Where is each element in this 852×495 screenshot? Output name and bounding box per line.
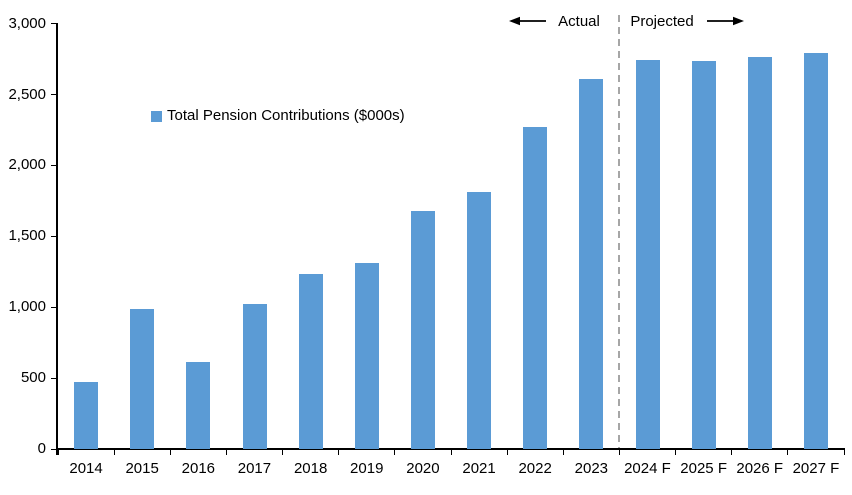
bar-2023 bbox=[579, 79, 604, 449]
y-tick-mark bbox=[51, 377, 57, 379]
x-axis-label-2021: 2021 bbox=[462, 460, 496, 477]
y-tick-mark bbox=[51, 164, 57, 166]
x-tick-mark bbox=[562, 450, 564, 455]
x-tick-mark bbox=[787, 450, 789, 455]
x-axis-label-2016: 2016 bbox=[181, 460, 216, 477]
y-tick-mark bbox=[51, 23, 57, 25]
y-axis-label: 1,500 bbox=[8, 227, 46, 245]
projected-label: Projected bbox=[630, 13, 694, 30]
legend: Total Pension Contributions ($000s) bbox=[151, 106, 405, 126]
x-tick-mark bbox=[731, 450, 733, 455]
y-axis-label: 2,500 bbox=[8, 85, 46, 103]
y-axis-label: 0 bbox=[37, 440, 46, 457]
bar-2019 bbox=[354, 263, 379, 449]
actual-label: Actual bbox=[558, 13, 600, 30]
bar-2022 bbox=[523, 127, 548, 449]
left-arrow-icon bbox=[509, 16, 546, 26]
x-axis-label-2020: 2020 bbox=[406, 460, 440, 477]
x-tick-mark bbox=[282, 450, 284, 455]
y-tick-mark bbox=[51, 235, 57, 237]
x-axis-label-2018: 2018 bbox=[293, 460, 328, 477]
y-axis-label: 3,000 bbox=[8, 14, 46, 32]
x-axis-label-2027 F: 2027 F bbox=[792, 460, 840, 477]
x-axis-label-2026 F: 2026 F bbox=[736, 460, 784, 477]
x-axis-label-2022: 2022 bbox=[518, 460, 552, 477]
x-axis-label-2017: 2017 bbox=[237, 460, 272, 477]
x-tick-mark bbox=[225, 450, 227, 455]
x-tick-mark bbox=[113, 450, 115, 455]
y-axis-label: 500 bbox=[20, 369, 46, 387]
x-tick-mark bbox=[506, 450, 508, 455]
x-axis-label-2019: 2019 bbox=[350, 460, 384, 477]
x-tick-mark bbox=[675, 450, 677, 455]
bar-2024 F bbox=[635, 60, 660, 449]
bar-2015 bbox=[130, 309, 155, 449]
x-tick-mark bbox=[169, 450, 171, 455]
bar-2025 F bbox=[691, 61, 716, 449]
legend-marker-icon bbox=[151, 110, 162, 122]
bar-2020 bbox=[410, 211, 435, 449]
y-tick-mark bbox=[51, 306, 57, 308]
y-axis-label: 1,000 bbox=[8, 298, 46, 316]
actual-projected-separator bbox=[618, 15, 620, 449]
y-axis bbox=[56, 23, 58, 455]
bar-2021 bbox=[467, 192, 492, 449]
x-axis-label-2023: 2023 bbox=[574, 460, 609, 477]
x-axis-label-2024 F: 2024 F bbox=[624, 460, 671, 477]
x-tick-mark bbox=[618, 450, 620, 455]
x-tick-mark bbox=[394, 450, 396, 455]
x-axis bbox=[56, 448, 845, 450]
right-arrow-icon bbox=[707, 16, 744, 26]
x-axis-label-2014: 2014 bbox=[69, 460, 103, 477]
legend-label: Total Pension Contributions ($000s) bbox=[167, 107, 405, 124]
bar-2018 bbox=[298, 274, 323, 449]
x-tick-mark bbox=[338, 450, 340, 455]
x-axis-label-2025 F: 2025 F bbox=[680, 460, 727, 477]
bar-2014 bbox=[74, 382, 99, 449]
bar-2026 F bbox=[747, 57, 772, 449]
x-tick-mark bbox=[843, 450, 845, 455]
bar-2027 F bbox=[803, 53, 828, 449]
y-axis-label: 2,000 bbox=[8, 156, 46, 174]
y-tick-mark bbox=[51, 448, 57, 450]
x-axis-label-2015: 2015 bbox=[125, 460, 159, 477]
x-tick-mark bbox=[57, 450, 59, 455]
x-tick-mark bbox=[450, 450, 452, 455]
bar-2017 bbox=[242, 304, 267, 449]
y-tick-mark bbox=[51, 94, 57, 95]
bar-2016 bbox=[186, 362, 211, 449]
